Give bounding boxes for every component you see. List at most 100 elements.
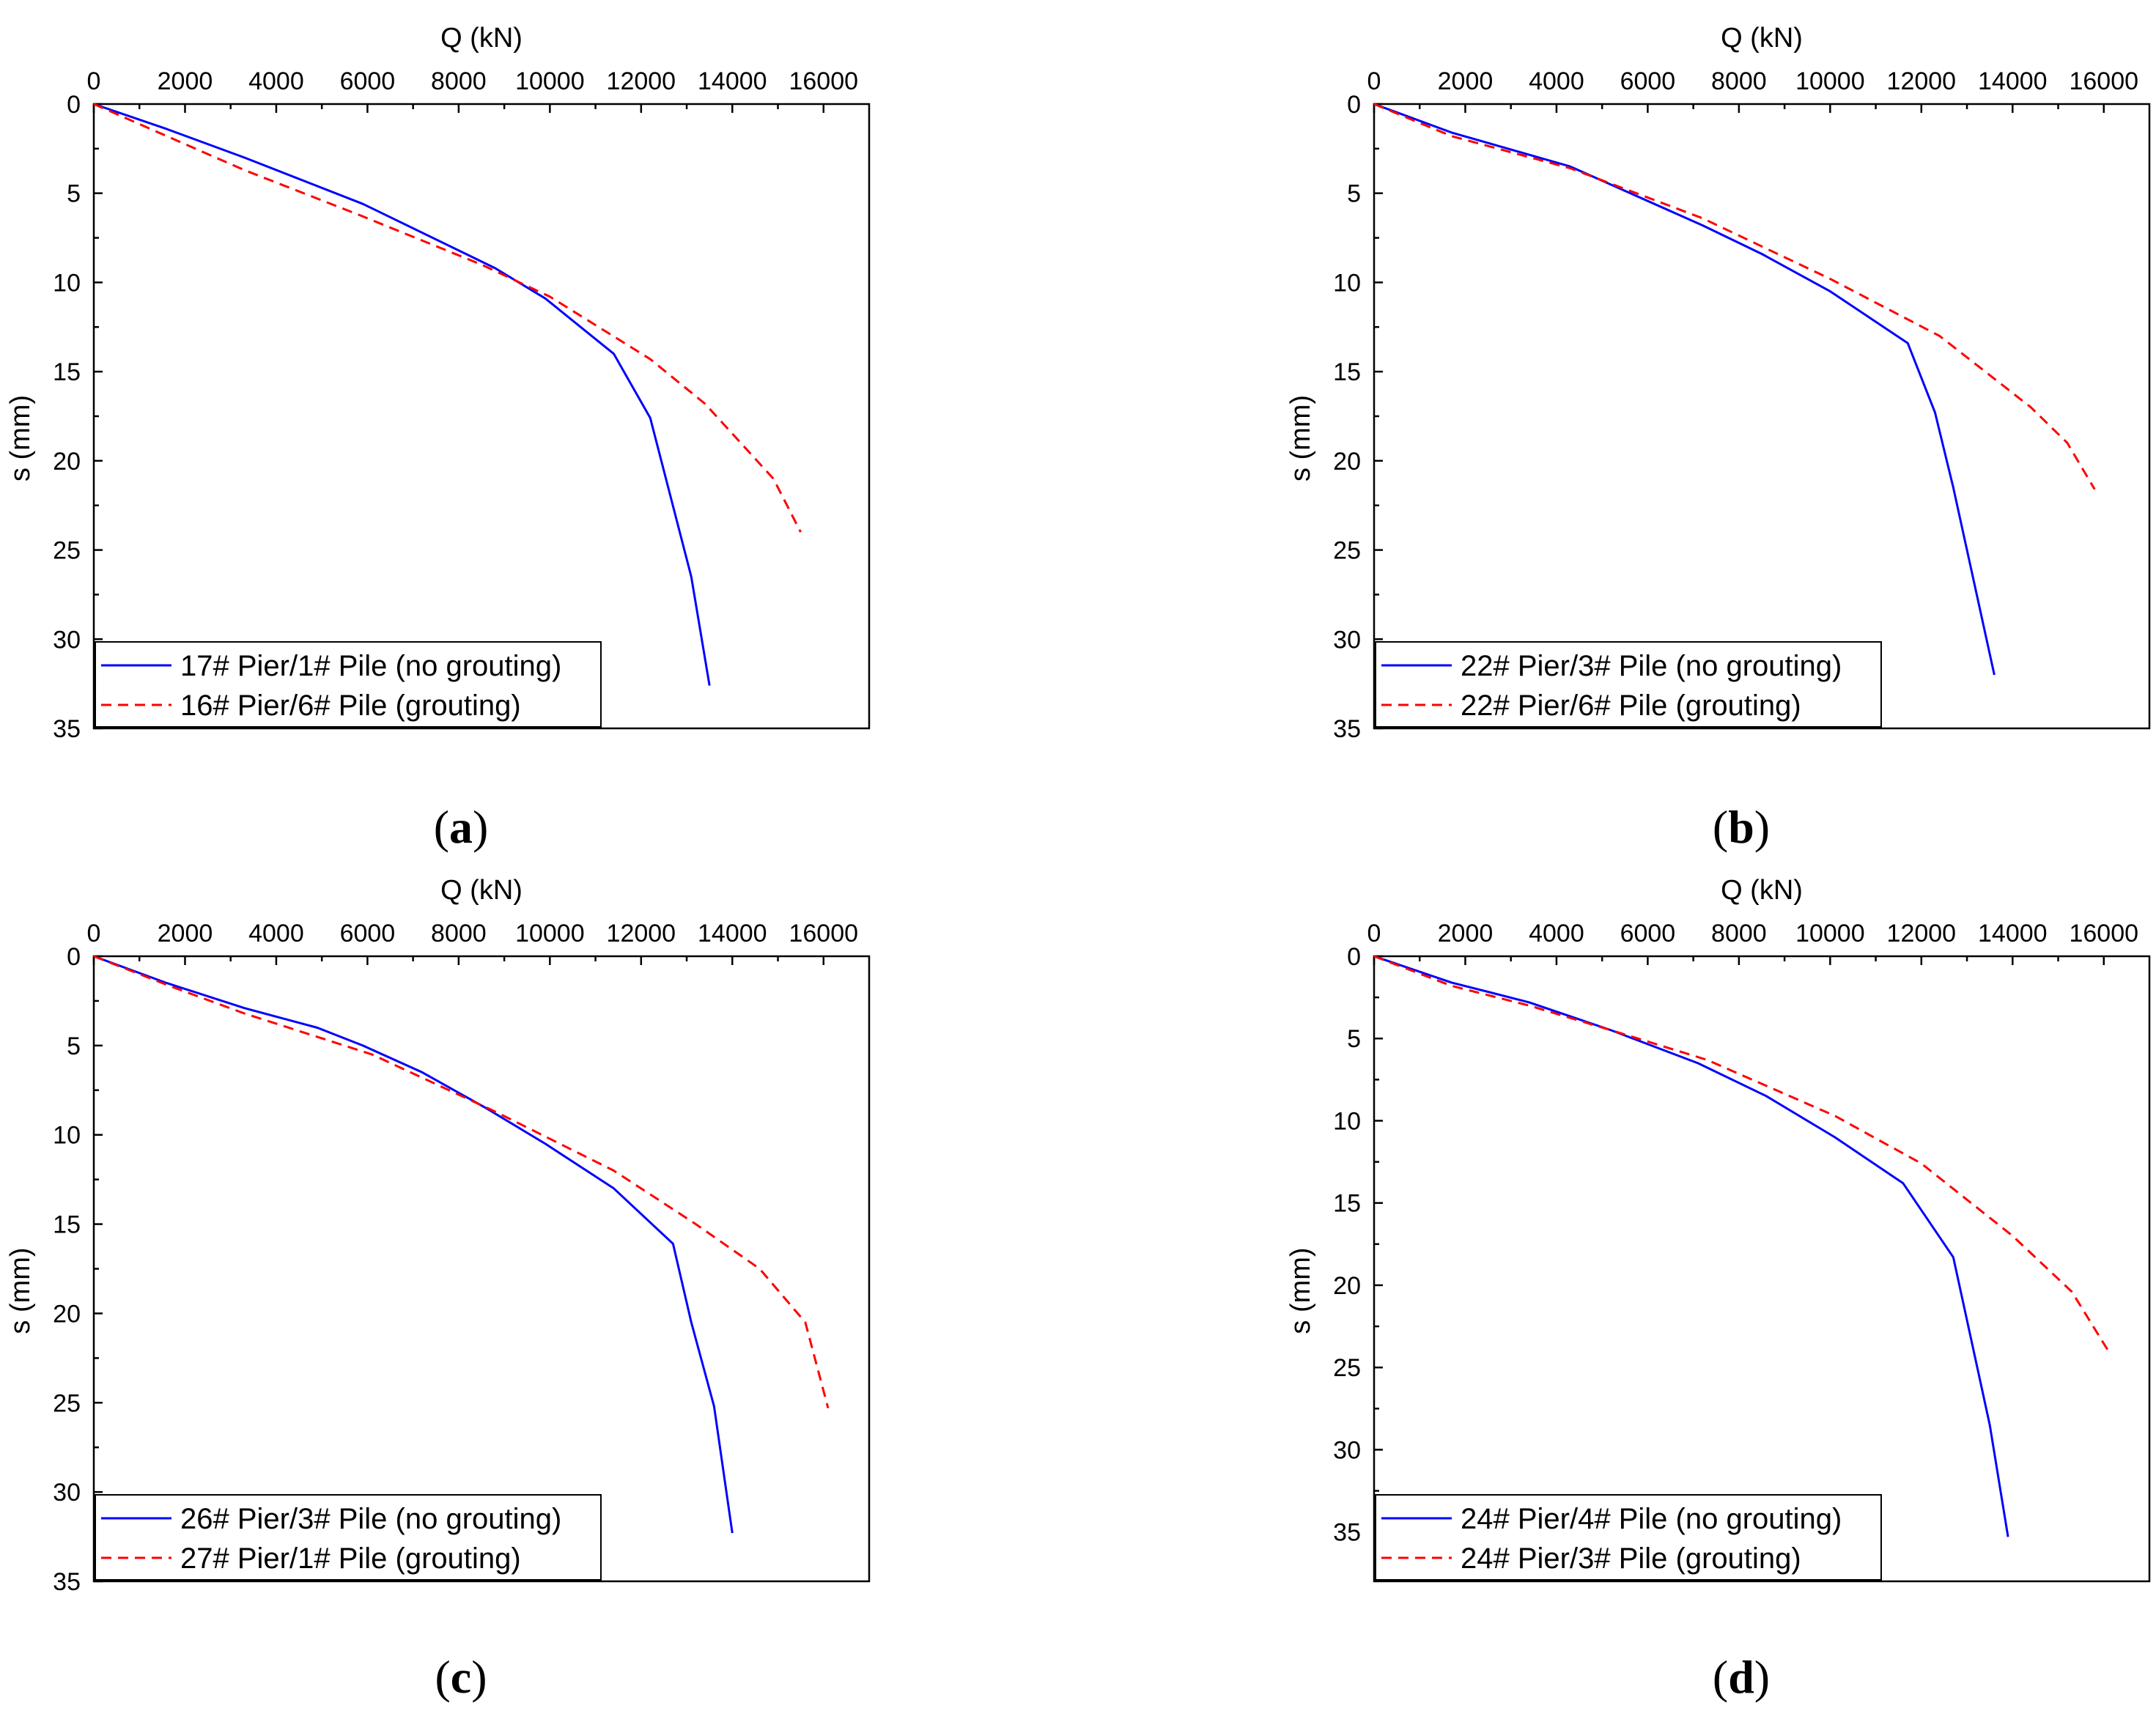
x-tick-label: 14000 <box>698 67 767 95</box>
panel-label: (a) <box>434 801 489 853</box>
x-tick-label: 4000 <box>248 67 304 95</box>
series-line-no-grouting <box>93 955 734 1534</box>
x-tick-label: 16000 <box>789 920 858 947</box>
x-tick-label: 16000 <box>2069 920 2138 947</box>
y-tick-label: 15 <box>53 1211 81 1239</box>
x-tick-label: 10000 <box>1795 920 1865 947</box>
series-line-no-grouting <box>93 103 711 686</box>
x-tick-label: 12000 <box>607 67 676 95</box>
panel-letter: a <box>449 801 473 853</box>
panel-label: (c) <box>435 1651 487 1703</box>
x-tick-label: 8000 <box>1711 67 1767 95</box>
x-tick-label: 4000 <box>1529 67 1584 95</box>
panel-letter: c <box>451 1651 471 1703</box>
y-tick-label: 20 <box>1333 448 1361 476</box>
legend <box>95 1494 602 1581</box>
y-tick-label: 10 <box>1333 269 1361 297</box>
panel-label: (b) <box>1713 801 1770 853</box>
legend <box>95 641 602 728</box>
x-tick-label: 0 <box>1367 67 1381 95</box>
x-tick-label: 14000 <box>698 920 767 947</box>
series-line-grouting <box>1373 955 2110 1352</box>
panel-c: 0 2000 4000 6000 8000 10000 12000 14000 16000 0 5 1… <box>5 875 871 1703</box>
legend-label: 27# Pier/1# Pile (grouting) <box>180 1542 521 1575</box>
x-tick-label: 4000 <box>1529 920 1584 947</box>
x-tick-label: 8000 <box>431 67 487 95</box>
y-tick-label: 0 <box>67 91 81 119</box>
y-tick-label: 0 <box>67 943 81 971</box>
x-tick-label: 2000 <box>1438 67 1494 95</box>
x-tick-label: 6000 <box>340 920 396 947</box>
series-line-grouting <box>93 103 802 533</box>
series-line-grouting <box>1373 103 2096 490</box>
x-tick-label: 16000 <box>789 67 858 95</box>
x-tick-label: 4000 <box>248 920 304 947</box>
y-tick-label: 25 <box>1333 1354 1361 1382</box>
legend <box>1375 641 1882 728</box>
x-tick-label: 2000 <box>1438 920 1494 947</box>
y-tick-label: 20 <box>53 448 81 476</box>
y-tick-label: 5 <box>1347 180 1361 208</box>
plot-frame <box>1373 955 2151 1583</box>
panel-d: 0 2000 4000 6000 8000 10000 12000 14000 16000 0 5 1… <box>1285 875 2151 1703</box>
series-line-no-grouting <box>1373 955 2009 1537</box>
legend-label: 24# Pier/3# Pile (grouting) <box>1461 1542 1801 1575</box>
panel-letter: b <box>1728 801 1754 853</box>
plot-frame <box>1373 103 2151 730</box>
legend <box>1375 1494 1882 1581</box>
panel-label: (d) <box>1713 1651 1770 1703</box>
x-tick-label: 12000 <box>1887 67 1957 95</box>
y-tick-label: 20 <box>53 1300 81 1328</box>
x-axis-title: Q (kN) <box>1721 875 1803 906</box>
y-tick-label: 0 <box>1347 943 1361 971</box>
legend-label: 26# Pier/3# Pile (no grouting) <box>180 1503 561 1535</box>
y-tick-label: 15 <box>1333 358 1361 386</box>
panel-a: 0 2000 4000 6000 8000 10000 12000 14000 16000 0 5 1… <box>5 23 871 853</box>
plot-frame <box>92 103 871 730</box>
x-tick-label: 8000 <box>1711 920 1767 947</box>
y-tick-label: 35 <box>1333 1519 1361 1547</box>
y-tick-label: 20 <box>1333 1272 1361 1300</box>
y-tick-label: 5 <box>67 1032 81 1060</box>
y-tick-label: 0 <box>1347 91 1361 119</box>
x-tick-label: 14000 <box>1978 920 2048 947</box>
y-tick-label: 25 <box>1333 537 1361 565</box>
y-axis-title: s (mm) <box>5 1247 36 1334</box>
x-tick-label: 10000 <box>515 920 585 947</box>
x-tick-label: 0 <box>87 920 101 947</box>
y-tick-label: 15 <box>1333 1190 1361 1218</box>
legend-label: 16# Pier/6# Pile (grouting) <box>180 690 521 722</box>
x-tick-label: 10000 <box>1795 67 1865 95</box>
y-tick-label: 15 <box>53 358 81 386</box>
x-tick-label: 0 <box>1367 920 1381 947</box>
panel-letter: d <box>1728 1651 1754 1703</box>
y-tick-label: 30 <box>53 626 81 654</box>
y-tick-label: 30 <box>1333 626 1361 654</box>
x-axis-title: Q (kN) <box>440 875 523 906</box>
series-line-grouting <box>93 955 830 1408</box>
y-tick-label: 5 <box>1347 1025 1361 1053</box>
x-tick-label: 10000 <box>515 67 585 95</box>
legend-label: 17# Pier/1# Pile (no grouting) <box>180 650 561 682</box>
series-line-no-grouting <box>1373 103 1996 676</box>
y-tick-label: 25 <box>53 1389 81 1417</box>
x-tick-label: 12000 <box>607 920 676 947</box>
x-tick-label: 8000 <box>431 920 487 947</box>
x-axis-title: Q (kN) <box>1721 23 1803 53</box>
y-tick-label: 30 <box>1333 1436 1361 1464</box>
x-tick-label: 2000 <box>158 920 213 947</box>
x-tick-label: 0 <box>87 67 101 95</box>
plot-frame <box>92 955 871 1583</box>
x-tick-label: 12000 <box>1887 920 1957 947</box>
x-tick-label: 6000 <box>1620 920 1676 947</box>
y-axis-title: s (mm) <box>1285 1247 1316 1334</box>
y-tick-label: 10 <box>1333 1107 1361 1135</box>
y-tick-label: 35 <box>53 715 81 743</box>
y-axis-title: s (mm) <box>5 395 36 481</box>
y-tick-label: 10 <box>53 1122 81 1150</box>
x-tick-label: 6000 <box>340 67 396 95</box>
legend-label: 24# Pier/4# Pile (no grouting) <box>1461 1503 1842 1535</box>
y-axis-title: s (mm) <box>1285 395 1316 481</box>
y-tick-label: 25 <box>53 537 81 565</box>
